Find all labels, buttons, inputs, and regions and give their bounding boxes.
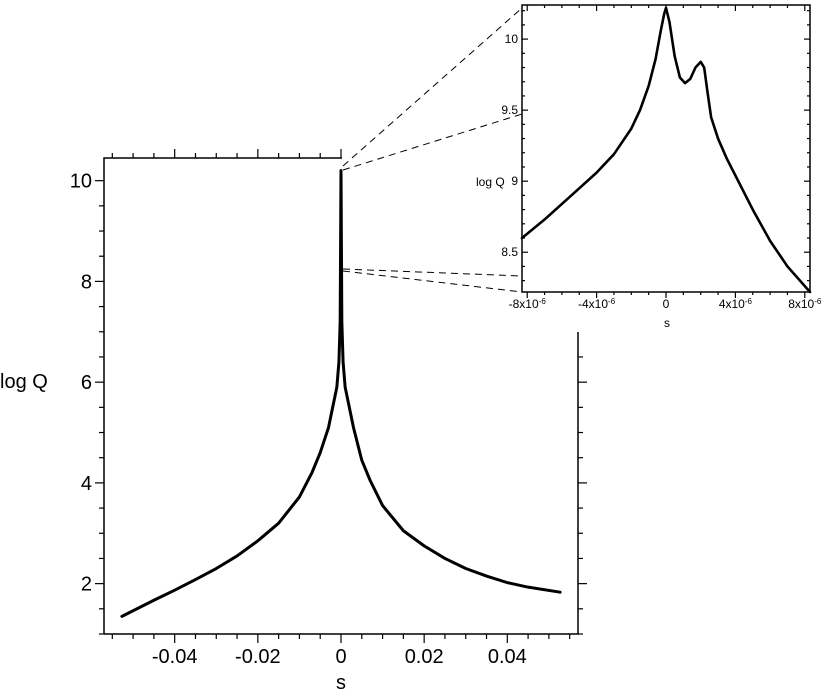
inset-y-axis-title: log Q xyxy=(476,175,505,189)
inset-x-axis-title: s xyxy=(664,316,670,330)
leader-line xyxy=(342,7,523,167)
x-tick-label: 4x10-6 xyxy=(719,297,753,312)
main-y-axis-title: log Q xyxy=(0,371,48,393)
inset-x-tick-labels: -8x10-6 -4x10-6 0 4x10-6 8x10-6 xyxy=(509,297,822,312)
y-tick-label: 8.5 xyxy=(501,245,518,259)
inset-y-tick-labels: 8.5 9 9.5 10 xyxy=(501,32,518,259)
inset-plot: -8x10-6 -4x10-6 0 4x10-6 8x10-6 8.599.510 s … xyxy=(476,4,822,330)
y-tick-label: 10 xyxy=(70,171,92,193)
y-tick-label: 2 xyxy=(81,574,92,596)
x-tick-label: -0.02 xyxy=(235,646,281,668)
main-x-tick-labels: -0.04 -0.02 0 0.02 0.04 xyxy=(152,646,527,668)
x-tick-label: -8x10-6 xyxy=(509,297,547,312)
main-plot: -0.04 -0.02 0 0.02 0.04 2 4 6 8 10 s log Q xyxy=(0,149,587,692)
x-tick-label: 0.04 xyxy=(488,646,527,668)
leader-line xyxy=(342,268,523,277)
x-tick-label: 0 xyxy=(335,646,346,668)
main-y-tick-labels: 2 4 6 8 10 xyxy=(70,171,92,596)
leader-line xyxy=(342,113,523,171)
main-x-axis-title: s xyxy=(336,672,346,692)
main-series-line xyxy=(120,169,562,618)
y-tick-label: 9 xyxy=(511,174,518,188)
y-tick-label: 9.5 xyxy=(501,103,518,117)
y-tick-label: 10 xyxy=(505,32,519,46)
main-ticks xyxy=(95,149,587,643)
x-tick-label: -0.04 xyxy=(152,646,198,668)
x-tick-label: -4x10-6 xyxy=(578,297,616,312)
y-tick-label: 4 xyxy=(81,473,92,495)
zoom-leader-lines xyxy=(342,7,523,293)
y-tick-label: 6 xyxy=(81,372,92,394)
y-tick-label: 8 xyxy=(81,271,92,293)
x-tick-label: 0.02 xyxy=(405,646,444,668)
x-tick-label: 0 xyxy=(663,297,670,311)
inset-series-line xyxy=(520,6,812,294)
inset-background xyxy=(522,5,810,292)
inset-ticks xyxy=(522,5,810,298)
x-tick-label: 8x10-6 xyxy=(788,297,822,312)
leader-line xyxy=(342,270,523,293)
